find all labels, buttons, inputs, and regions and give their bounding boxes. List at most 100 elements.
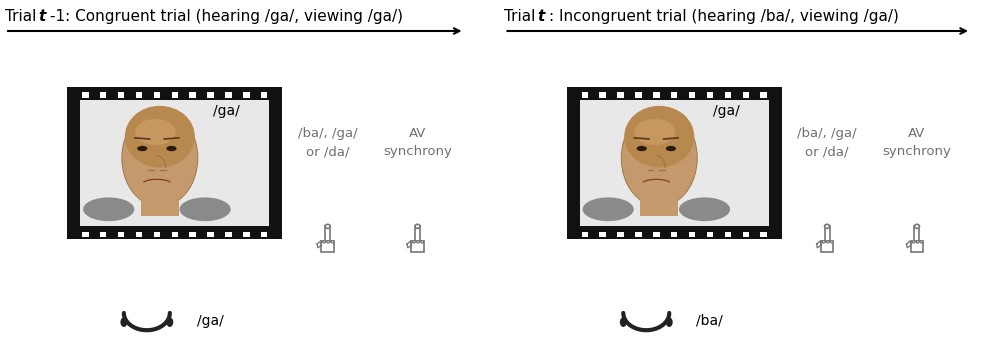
Bar (82, 92, 89, 98)
Ellipse shape (83, 197, 134, 221)
Bar (599, 92, 606, 98)
Bar (825, 226, 830, 241)
Ellipse shape (583, 197, 634, 221)
Ellipse shape (122, 109, 198, 206)
Bar (635, 92, 642, 98)
Bar (141, 195, 179, 216)
Bar (707, 232, 713, 237)
Bar (243, 92, 250, 98)
Ellipse shape (421, 241, 424, 243)
Bar (743, 232, 749, 237)
Text: /ga/: /ga/ (197, 314, 224, 328)
Ellipse shape (331, 241, 334, 243)
Bar (189, 232, 196, 237)
Polygon shape (817, 241, 821, 248)
Bar (911, 241, 923, 252)
Bar (760, 92, 767, 98)
Ellipse shape (327, 241, 330, 243)
Bar (189, 92, 196, 98)
Bar (725, 232, 731, 237)
Ellipse shape (120, 317, 127, 327)
Bar (243, 232, 250, 237)
Polygon shape (407, 241, 411, 248)
Text: Trial: Trial (504, 9, 541, 24)
Text: /ba/, /ga/
or /da/: /ba/, /ga/ or /da/ (298, 127, 357, 158)
Text: AV
synchrony: AV synchrony (383, 127, 452, 158)
Ellipse shape (180, 197, 231, 221)
Ellipse shape (135, 119, 176, 145)
Ellipse shape (912, 241, 915, 243)
Ellipse shape (830, 241, 833, 243)
Bar (136, 92, 142, 98)
Ellipse shape (412, 241, 415, 243)
Bar (82, 232, 89, 237)
Text: t: t (537, 9, 545, 24)
Bar (599, 232, 606, 237)
Bar (415, 226, 420, 241)
Ellipse shape (417, 241, 420, 243)
Ellipse shape (920, 241, 923, 243)
Text: Trial: Trial (5, 9, 41, 24)
Ellipse shape (132, 171, 188, 204)
Bar (136, 232, 142, 237)
Bar (567, 87, 782, 239)
Bar (207, 232, 214, 237)
Ellipse shape (825, 224, 830, 229)
Bar (100, 92, 106, 98)
Bar (582, 232, 588, 237)
Bar (80, 100, 269, 226)
Text: : Incongruent trial (hearing /ba/, viewing /ga/): : Incongruent trial (hearing /ba/, viewi… (549, 9, 899, 24)
Bar (640, 195, 678, 216)
Polygon shape (907, 241, 911, 248)
Bar (671, 232, 677, 237)
Ellipse shape (125, 106, 195, 168)
Ellipse shape (624, 106, 694, 168)
Bar (689, 92, 695, 98)
Bar (725, 92, 731, 98)
Bar (653, 92, 660, 98)
Ellipse shape (666, 146, 676, 151)
Bar (617, 232, 624, 237)
Ellipse shape (637, 146, 647, 151)
Bar (100, 232, 106, 237)
Bar (821, 241, 833, 252)
Text: t: t (38, 9, 45, 24)
Ellipse shape (166, 146, 177, 151)
Bar (653, 232, 660, 237)
Bar (261, 232, 267, 237)
Text: /ga/: /ga/ (713, 104, 740, 118)
Bar (321, 241, 334, 252)
Bar (617, 92, 624, 98)
Ellipse shape (166, 317, 173, 327)
Bar (914, 226, 919, 241)
Ellipse shape (323, 241, 326, 243)
Ellipse shape (620, 317, 627, 327)
Bar (67, 87, 282, 239)
Bar (172, 92, 178, 98)
Bar (118, 92, 124, 98)
Bar (261, 92, 267, 98)
Ellipse shape (826, 241, 829, 243)
Bar (118, 232, 124, 237)
Bar (325, 226, 330, 241)
Bar (689, 232, 695, 237)
Text: /ba/: /ba/ (696, 314, 723, 328)
Text: /ba/, /ga/
or /da/: /ba/, /ga/ or /da/ (797, 127, 857, 158)
Polygon shape (317, 241, 322, 248)
Bar (671, 92, 677, 98)
Ellipse shape (621, 109, 697, 206)
Text: AV
synchrony: AV synchrony (883, 127, 951, 158)
Bar (154, 232, 160, 237)
Ellipse shape (679, 197, 730, 221)
Ellipse shape (634, 119, 675, 145)
Bar (154, 92, 160, 98)
Bar (580, 100, 769, 226)
Bar (635, 232, 642, 237)
Bar (582, 92, 588, 98)
Bar (411, 241, 424, 252)
Bar (172, 232, 178, 237)
Ellipse shape (632, 171, 687, 204)
Bar (760, 232, 767, 237)
Text: -1: Congruent trial (hearing /ga/, viewing /ga/): -1: Congruent trial (hearing /ga/, viewi… (50, 9, 403, 24)
Bar (225, 92, 232, 98)
